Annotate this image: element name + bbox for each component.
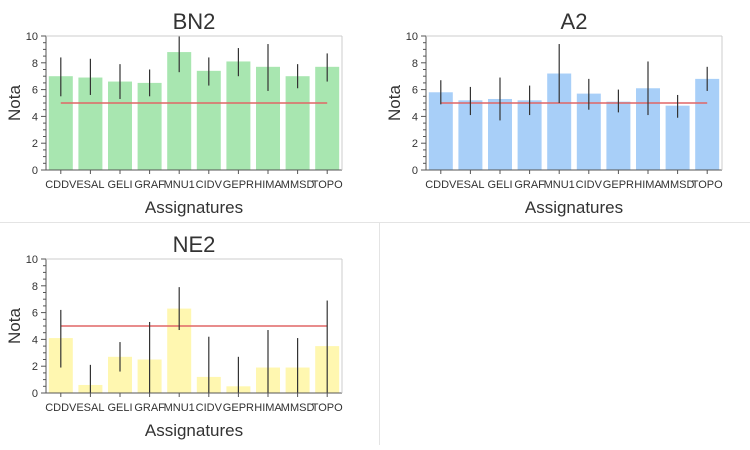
x-tick-label-geli: GELI (107, 402, 132, 414)
y-tick-label: 8 (32, 58, 38, 70)
x-tick-label-hima: HIMA (254, 179, 282, 191)
bar-graf (137, 82, 162, 170)
x-tick-label-cidv: CIDV (576, 179, 603, 191)
bar-topo (695, 78, 720, 170)
y-tick-label: 8 (32, 281, 38, 293)
bar-cddv (428, 92, 453, 170)
y-tick-label: 6 (32, 85, 38, 97)
y-axis-label: Nota (385, 85, 404, 121)
x-tick-label-cddv: CDDV (45, 179, 77, 191)
y-axis-label: Nota (5, 308, 24, 344)
bar-mmsd (285, 76, 310, 170)
chart-panel-ne2: NE2 0 2 4 6 8 10 CDDV ESAL GELI GRAF MNU1 CIDV GEPR HI… (0, 223, 379, 445)
chart-title: A2 (561, 9, 588, 34)
x-tick-label-geli: GELI (107, 179, 132, 191)
x-tick-label-cidv: CIDV (196, 179, 223, 191)
x-tick-label-topo: TOPO (312, 402, 343, 414)
x-tick-label-topo: TOPO (692, 179, 723, 191)
y-tick-label: 2 (32, 138, 38, 150)
x-tick-label-mnu1: MNU1 (544, 179, 575, 191)
chart-panel-bn2: BN2 0 2 4 6 8 10 CDDV ESAL GELI GRAF MNU1 CIDV GEPR HI… (0, 0, 375, 222)
vertical-divider (379, 223, 380, 445)
x-tick-label-topo: TOPO (312, 179, 343, 191)
x-tick-label-mmsd: MMSD (281, 179, 315, 191)
x-tick-label-gepr: GEPR (223, 402, 254, 414)
y-tick-label: 0 (32, 165, 38, 177)
bar-cidv (196, 70, 221, 170)
x-tick-label-esal: ESAL (76, 402, 104, 414)
y-axis-label: Nota (5, 85, 24, 121)
x-tick-label-esal: ESAL (76, 179, 104, 191)
x-tick-label-graf: GRAF (514, 179, 545, 191)
chart-panel-a2: A2 0 2 4 6 8 10 CDDV ESAL GELI GRAF MNU1 CIDV GEPR HIM… (380, 0, 750, 222)
x-tick-label-graf: GRAF (134, 402, 165, 414)
y-tick-label: 0 (32, 388, 38, 400)
x-tick-label-cddv: CDDV (425, 179, 457, 191)
x-tick-label-esal: ESAL (456, 179, 484, 191)
y-tick-label: 0 (412, 165, 418, 177)
x-tick-label-hima: HIMA (254, 402, 282, 414)
bar-topo (315, 66, 340, 170)
y-tick-label: 10 (406, 31, 418, 43)
y-tick-label: 4 (412, 111, 418, 123)
y-tick-label: 4 (32, 111, 38, 123)
bar-gepr (226, 61, 251, 170)
x-tick-label-mmsd: MMSD (661, 179, 695, 191)
chart-title: BN2 (173, 9, 216, 34)
y-tick-label: 8 (412, 58, 418, 70)
x-tick-label-geli: GELI (487, 179, 512, 191)
horizontal-divider (0, 222, 750, 223)
x-tick-label-graf: GRAF (134, 179, 165, 191)
y-tick-label: 10 (26, 31, 38, 43)
y-tick-label: 2 (412, 138, 418, 150)
bar-gepr (606, 101, 631, 170)
x-tick-label-mnu1: MNU1 (164, 179, 195, 191)
x-tick-label-hima: HIMA (634, 179, 662, 191)
y-tick-label: 6 (32, 308, 38, 320)
x-tick-label-cddv: CDDV (45, 402, 77, 414)
x-axis-label: Assignatures (145, 198, 243, 217)
x-tick-label-gepr: GEPR (223, 179, 254, 191)
y-tick-label: 10 (26, 254, 38, 266)
x-tick-label-cidv: CIDV (196, 402, 223, 414)
x-axis-label: Assignatures (145, 421, 243, 440)
y-tick-label: 6 (412, 85, 418, 97)
x-tick-label-mnu1: MNU1 (164, 402, 195, 414)
x-tick-label-mmsd: MMSD (281, 402, 315, 414)
y-tick-label: 2 (32, 361, 38, 373)
x-tick-label-gepr: GEPR (603, 179, 634, 191)
chart-title: NE2 (173, 232, 216, 257)
x-axis-label: Assignatures (525, 198, 623, 217)
y-tick-label: 4 (32, 334, 38, 346)
